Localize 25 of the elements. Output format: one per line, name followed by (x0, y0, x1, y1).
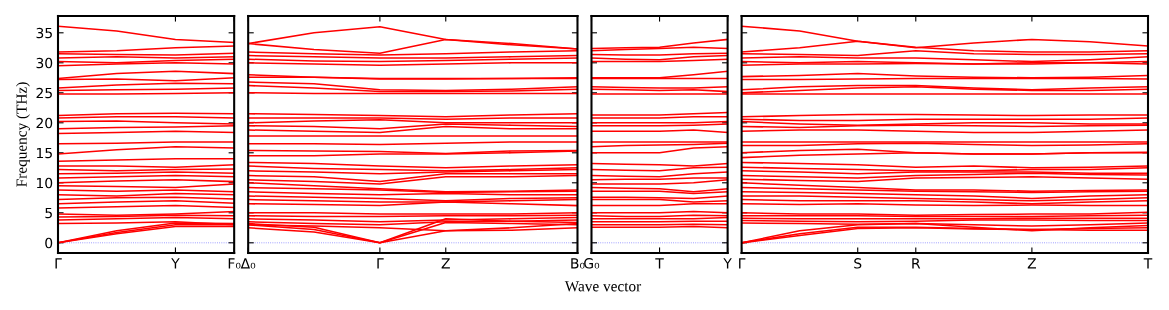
y-tick-label: 0 (45, 237, 53, 249)
x-tick-label: Γ (55, 258, 62, 269)
x-tick-label: F₀ (228, 258, 241, 269)
x-tick-label: Z (441, 258, 450, 269)
y-axis-title: Frequency (THz) (16, 82, 30, 187)
x-tick-label: T (1143, 258, 1153, 269)
x-tick-label: Y (723, 258, 732, 269)
y-tick-label: 5 (45, 207, 52, 219)
x-tick-label: Y (171, 258, 180, 269)
x-tick-label: G₀ (584, 258, 600, 269)
x-tick-label: Γ (739, 258, 746, 269)
y-tick-label: 20 (36, 117, 53, 129)
y-tick-label: 35 (36, 27, 52, 39)
x-tick-label: B₀ (571, 258, 585, 269)
x-tick-label: Δ₀ (240, 258, 256, 269)
y-tick-label: 25 (36, 87, 52, 99)
x-tick-label: Γ (377, 258, 384, 269)
x-tick-label: R (912, 258, 921, 269)
y-tick-label: 10 (36, 177, 53, 189)
y-tick-label: 15 (36, 147, 52, 159)
x-tick-label: Z (1027, 258, 1037, 269)
x-axis-title: Wave vector (564, 281, 642, 292)
x-tick-label: S (854, 258, 862, 269)
y-tick-label: 30 (36, 57, 53, 69)
x-tick-label: T (655, 258, 664, 269)
